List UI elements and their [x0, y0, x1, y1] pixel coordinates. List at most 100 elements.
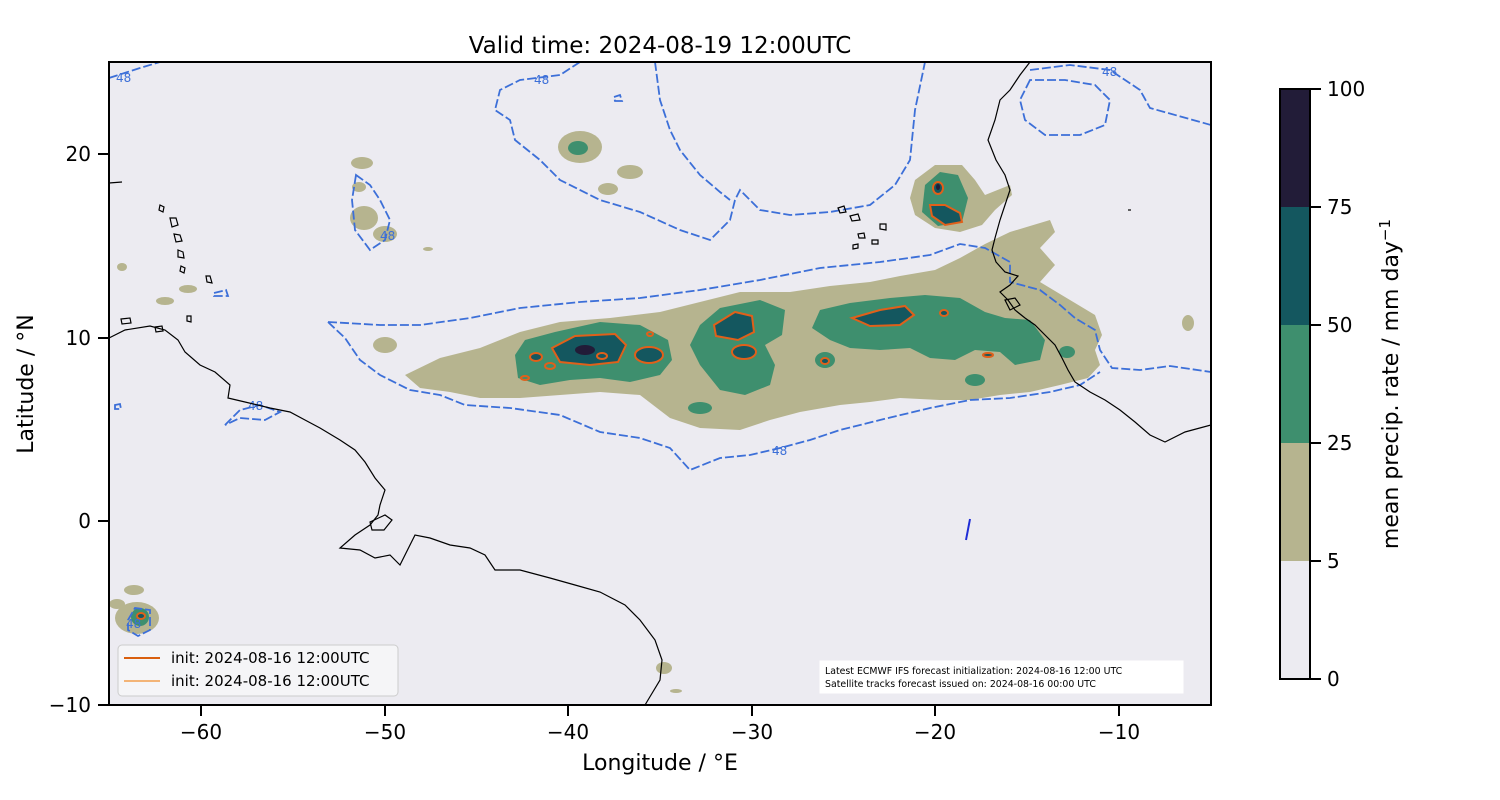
contour-label-5: 48	[248, 399, 263, 413]
coastline-antilles-1	[169, 217, 179, 228]
threshold-contour-blob-3	[982, 352, 994, 358]
map-title: Valid time: 2024-08-19 12:00UTC	[469, 33, 852, 59]
precip-region-north-3	[598, 183, 618, 195]
precip-region-small-1	[423, 247, 433, 251]
contour-label-2: 48	[534, 73, 549, 87]
precip-band-75-100	[575, 184, 940, 355]
precip-region-sw-1	[124, 585, 144, 595]
precip-region-antilles-4	[352, 182, 366, 192]
colorbar-frame	[1279, 88, 1311, 680]
precip-region-teal-central-2	[732, 345, 756, 359]
precip-region-green-blob-4	[1059, 346, 1075, 358]
x-axis: −60 −50 −40 −30 −20 −10 Longitude / °E	[180, 705, 1140, 776]
precip-region-teal-sw	[137, 613, 145, 619]
coastline-antilles-8	[120, 317, 132, 325]
colorbar-segment-50-75	[1280, 207, 1310, 325]
threshold-contour-blob-1	[820, 357, 830, 365]
precip-region-max-1	[575, 345, 595, 355]
threshold-contour-sw	[136, 612, 146, 620]
colorbar-label-50: 50	[1327, 313, 1352, 337]
contour-48-labels: 48 48 48 48 48 48 48	[116, 65, 1117, 631]
precip-region-teal-east	[852, 306, 914, 326]
precip-region-teal-west-2	[635, 347, 663, 363]
coastlines	[109, 62, 1211, 705]
precip-region-green-blob-5	[965, 374, 985, 386]
precip-region-sw-3	[109, 599, 125, 609]
y-tick-label-20: 20	[66, 142, 91, 166]
legend: init: 2024-08-16 12:00UTC init: 2024-08-…	[117, 644, 399, 697]
precip-region-far-east	[1182, 315, 1194, 331]
contour-48-north-center	[654, 62, 731, 201]
colorbar-label-25: 25	[1327, 431, 1352, 455]
coastline-bissau	[1004, 297, 1021, 311]
info-box-background	[819, 660, 1184, 694]
x-tick-label--40: −40	[547, 720, 589, 744]
threshold-contour-northeast	[928, 204, 964, 227]
colorbar-label-100: 100	[1327, 77, 1365, 101]
contour-48-guiana	[224, 404, 283, 426]
coastline-antilles-3	[177, 249, 185, 259]
contour-48-north-bulge	[493, 62, 926, 242]
x-tick-label--30: −30	[731, 720, 773, 744]
precip-region-caribbean-3	[117, 263, 127, 271]
info-box-line-1: Latest ECMWF IFS forecast initialization…	[825, 666, 1123, 677]
map-frame	[108, 61, 1212, 706]
contour-label-4: 48	[380, 229, 395, 243]
info-box-line-2: Satellite tracks forecast issued on: 202…	[825, 679, 1096, 690]
contour-48-north-left	[109, 62, 161, 79]
y-tick-label-10: 10	[66, 326, 91, 350]
contour-48-antilles	[351, 173, 391, 252]
coastline-cape-verde-6	[871, 239, 879, 245]
precip-region-small-2	[670, 689, 682, 693]
y-tick-label--10: −10	[49, 693, 91, 717]
y-axis: −10 0 10 20 Latitude / °N	[14, 142, 109, 717]
contour-label-7: 48	[126, 617, 141, 631]
coastline-antilles-6	[158, 204, 165, 213]
coastline-cape-verde-2	[849, 213, 861, 222]
threshold-contour-central	[712, 310, 756, 342]
threshold-contour-blob-2	[939, 309, 949, 317]
precip-region-antilles-1	[351, 157, 373, 169]
coastline-cape-verde-3	[879, 223, 887, 231]
precip-region-max-2	[936, 184, 940, 190]
colorbar-title: mean precip. rate / mm day−1	[1376, 219, 1404, 549]
coastline-africa	[987, 62, 1211, 443]
threshold-contour-northeast-2	[932, 181, 944, 195]
colorbar-segment-5-25	[1280, 443, 1310, 561]
coastline-puerto-rico	[109, 181, 123, 184]
coastline-south-america	[109, 325, 663, 705]
threshold-contour-blob-6	[520, 375, 530, 381]
precip-region-antilles-3	[373, 226, 397, 242]
colorbar-segment-0-5	[1280, 561, 1310, 679]
threshold-contour-west	[550, 332, 628, 367]
precip-region-green-blob-2	[688, 402, 712, 414]
precip-region-teal-blob-2	[940, 310, 948, 316]
threshold-contour-blob-4	[596, 352, 608, 360]
colorbar-title-main: mean precip. rate / mm day	[1379, 241, 1404, 549]
legend-box	[117, 644, 399, 697]
colorbar-segment-75-100	[1280, 89, 1310, 207]
contour-label-1: 48	[116, 71, 131, 85]
info-box: Latest ECMWF IFS forecast initialization…	[819, 660, 1184, 694]
contour-48-south	[327, 321, 1101, 472]
colorbar-label-0: 0	[1327, 667, 1340, 691]
coastline-antilles-2	[173, 233, 183, 243]
colorbar-segment-25-50	[1280, 325, 1310, 443]
x-axis-label: Longitude / °E	[582, 751, 738, 776]
threshold-contour-west-2	[634, 346, 664, 364]
coastline-antilles-5	[179, 265, 186, 274]
map-panel: 48 48 48 48 48 48 48	[108, 61, 1212, 706]
threshold-contour-blob-7	[646, 331, 654, 337]
threshold-contour-blob-5	[544, 362, 556, 370]
legend-label-1: init: 2024-08-16 12:00UTC	[171, 649, 369, 667]
precip-region-teal-blob-1	[821, 358, 829, 364]
threshold-contour-east	[849, 304, 916, 328]
x-tick-label--10: −10	[1098, 720, 1140, 744]
coastline-tobago	[154, 325, 164, 333]
coastline-antilles-4	[205, 275, 213, 284]
legend-label-2: init: 2024-08-16 12:00UTC	[171, 672, 369, 690]
threshold-contours	[136, 181, 994, 620]
contour-label-3: 48	[1102, 65, 1117, 79]
coastline-trinidad	[369, 514, 393, 531]
